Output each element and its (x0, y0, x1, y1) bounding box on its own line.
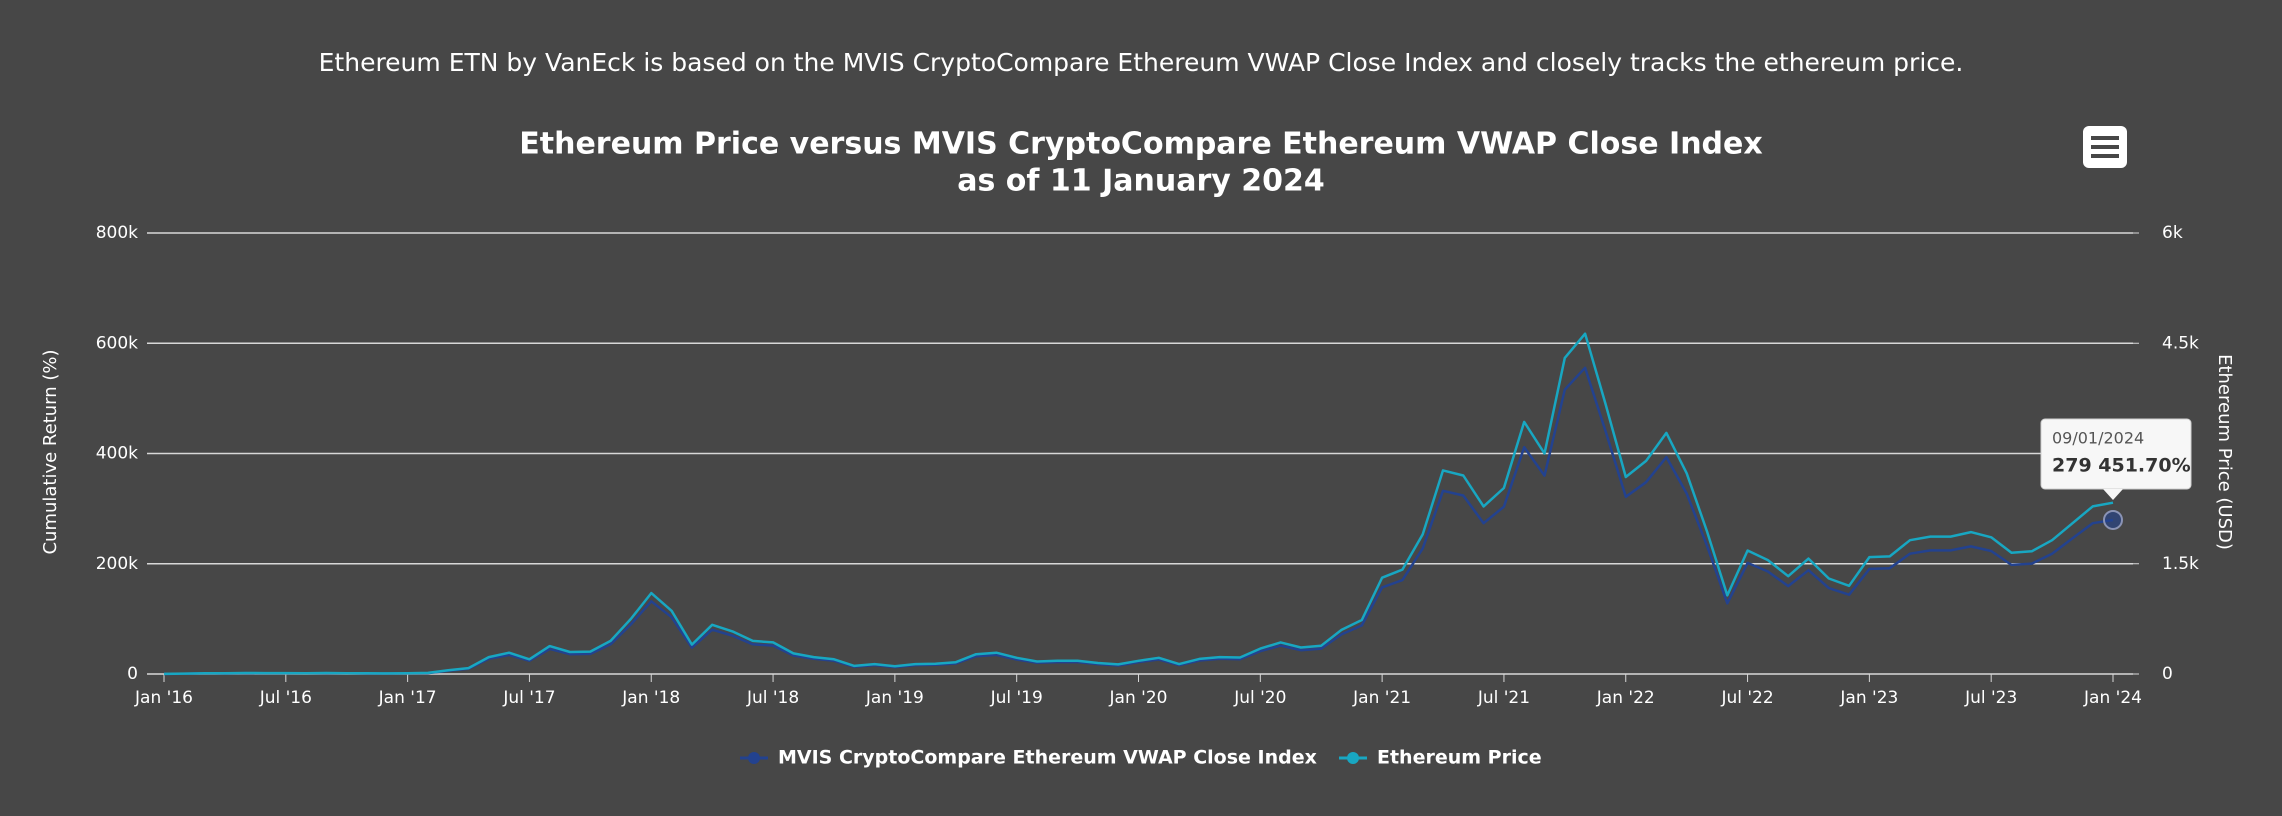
legend: MVIS CryptoCompare Ethereum VWAP Close I… (740, 747, 1542, 769)
tooltip: 09/01/2024 279 451.70% (2040, 418, 2192, 530)
menu-icon-bar (2091, 145, 2119, 149)
intro-text: Ethereum ETN by VanEck is based on the M… (319, 48, 1964, 77)
y2-axis-title: Ethereum Price (USD) (2214, 354, 2235, 550)
x-tick-label: Jan '21 (1352, 688, 1411, 708)
x-tick-label: Jul '20 (1233, 688, 1286, 708)
x-tick-label: Jan '19 (865, 688, 924, 708)
menu-icon-bar (2091, 136, 2119, 140)
x-tick-label: Jan '18 (621, 688, 680, 708)
x-tick-label: Jul '18 (746, 688, 799, 708)
legend-marker[interactable] (1347, 752, 1359, 764)
series-line (163, 332, 2114, 676)
x-tick-label: Jan '22 (1596, 688, 1655, 708)
legend-label[interactable]: Ethereum Price (1377, 747, 1542, 769)
x-tick-label: Jan '16 (134, 688, 193, 708)
y2-tick-label: 6k (2162, 223, 2183, 243)
chart-title: Ethereum Price versus MVIS CryptoCompare… (519, 127, 1762, 162)
y-axis-title: Cumulative Return (%) (40, 349, 61, 554)
x-tick-label: Jul '21 (1477, 688, 1530, 708)
legend-label[interactable]: MVIS CryptoCompare Ethereum VWAP Close I… (778, 747, 1317, 769)
y-tick-label: 200k (96, 554, 138, 574)
y-tick-label: 800k (96, 223, 138, 243)
x-tick-label: Jul '17 (502, 688, 555, 708)
y-tick-label: 600k (96, 333, 138, 353)
x-tick-label: Jul '22 (1720, 688, 1773, 708)
x-tick-label: Jan '24 (2083, 688, 2142, 708)
x-tick-label: Jan '23 (1839, 688, 1898, 708)
menu-icon-bar (2091, 154, 2119, 158)
hover-point (2103, 509, 2123, 530)
series-line (163, 366, 2114, 676)
tooltip-value: 279 451.70% (2052, 455, 2191, 477)
x-tick-label: Jul '23 (1964, 688, 2017, 708)
y2-tick-label: 1.5k (2162, 554, 2199, 574)
chart-subtitle: as of 11 January 2024 (957, 164, 1325, 199)
tooltip-pointer (2103, 489, 2123, 500)
y-tick-label: 400k (96, 444, 138, 464)
y2-tick-label: 0 (2162, 664, 2173, 684)
x-tick-label: Jan '17 (378, 688, 437, 708)
y-tick-label: 0 (127, 664, 138, 684)
y2-tick-label: 4.5k (2162, 333, 2199, 353)
legend-marker[interactable] (748, 752, 760, 764)
x-tick-label: Jul '19 (990, 688, 1043, 708)
x-tick-label: Jan '20 (1109, 688, 1168, 708)
tooltip-date: 09/01/2024 (2052, 429, 2144, 448)
x-tick-label: Jul '16 (259, 688, 312, 708)
menu-button[interactable] (2083, 126, 2127, 168)
